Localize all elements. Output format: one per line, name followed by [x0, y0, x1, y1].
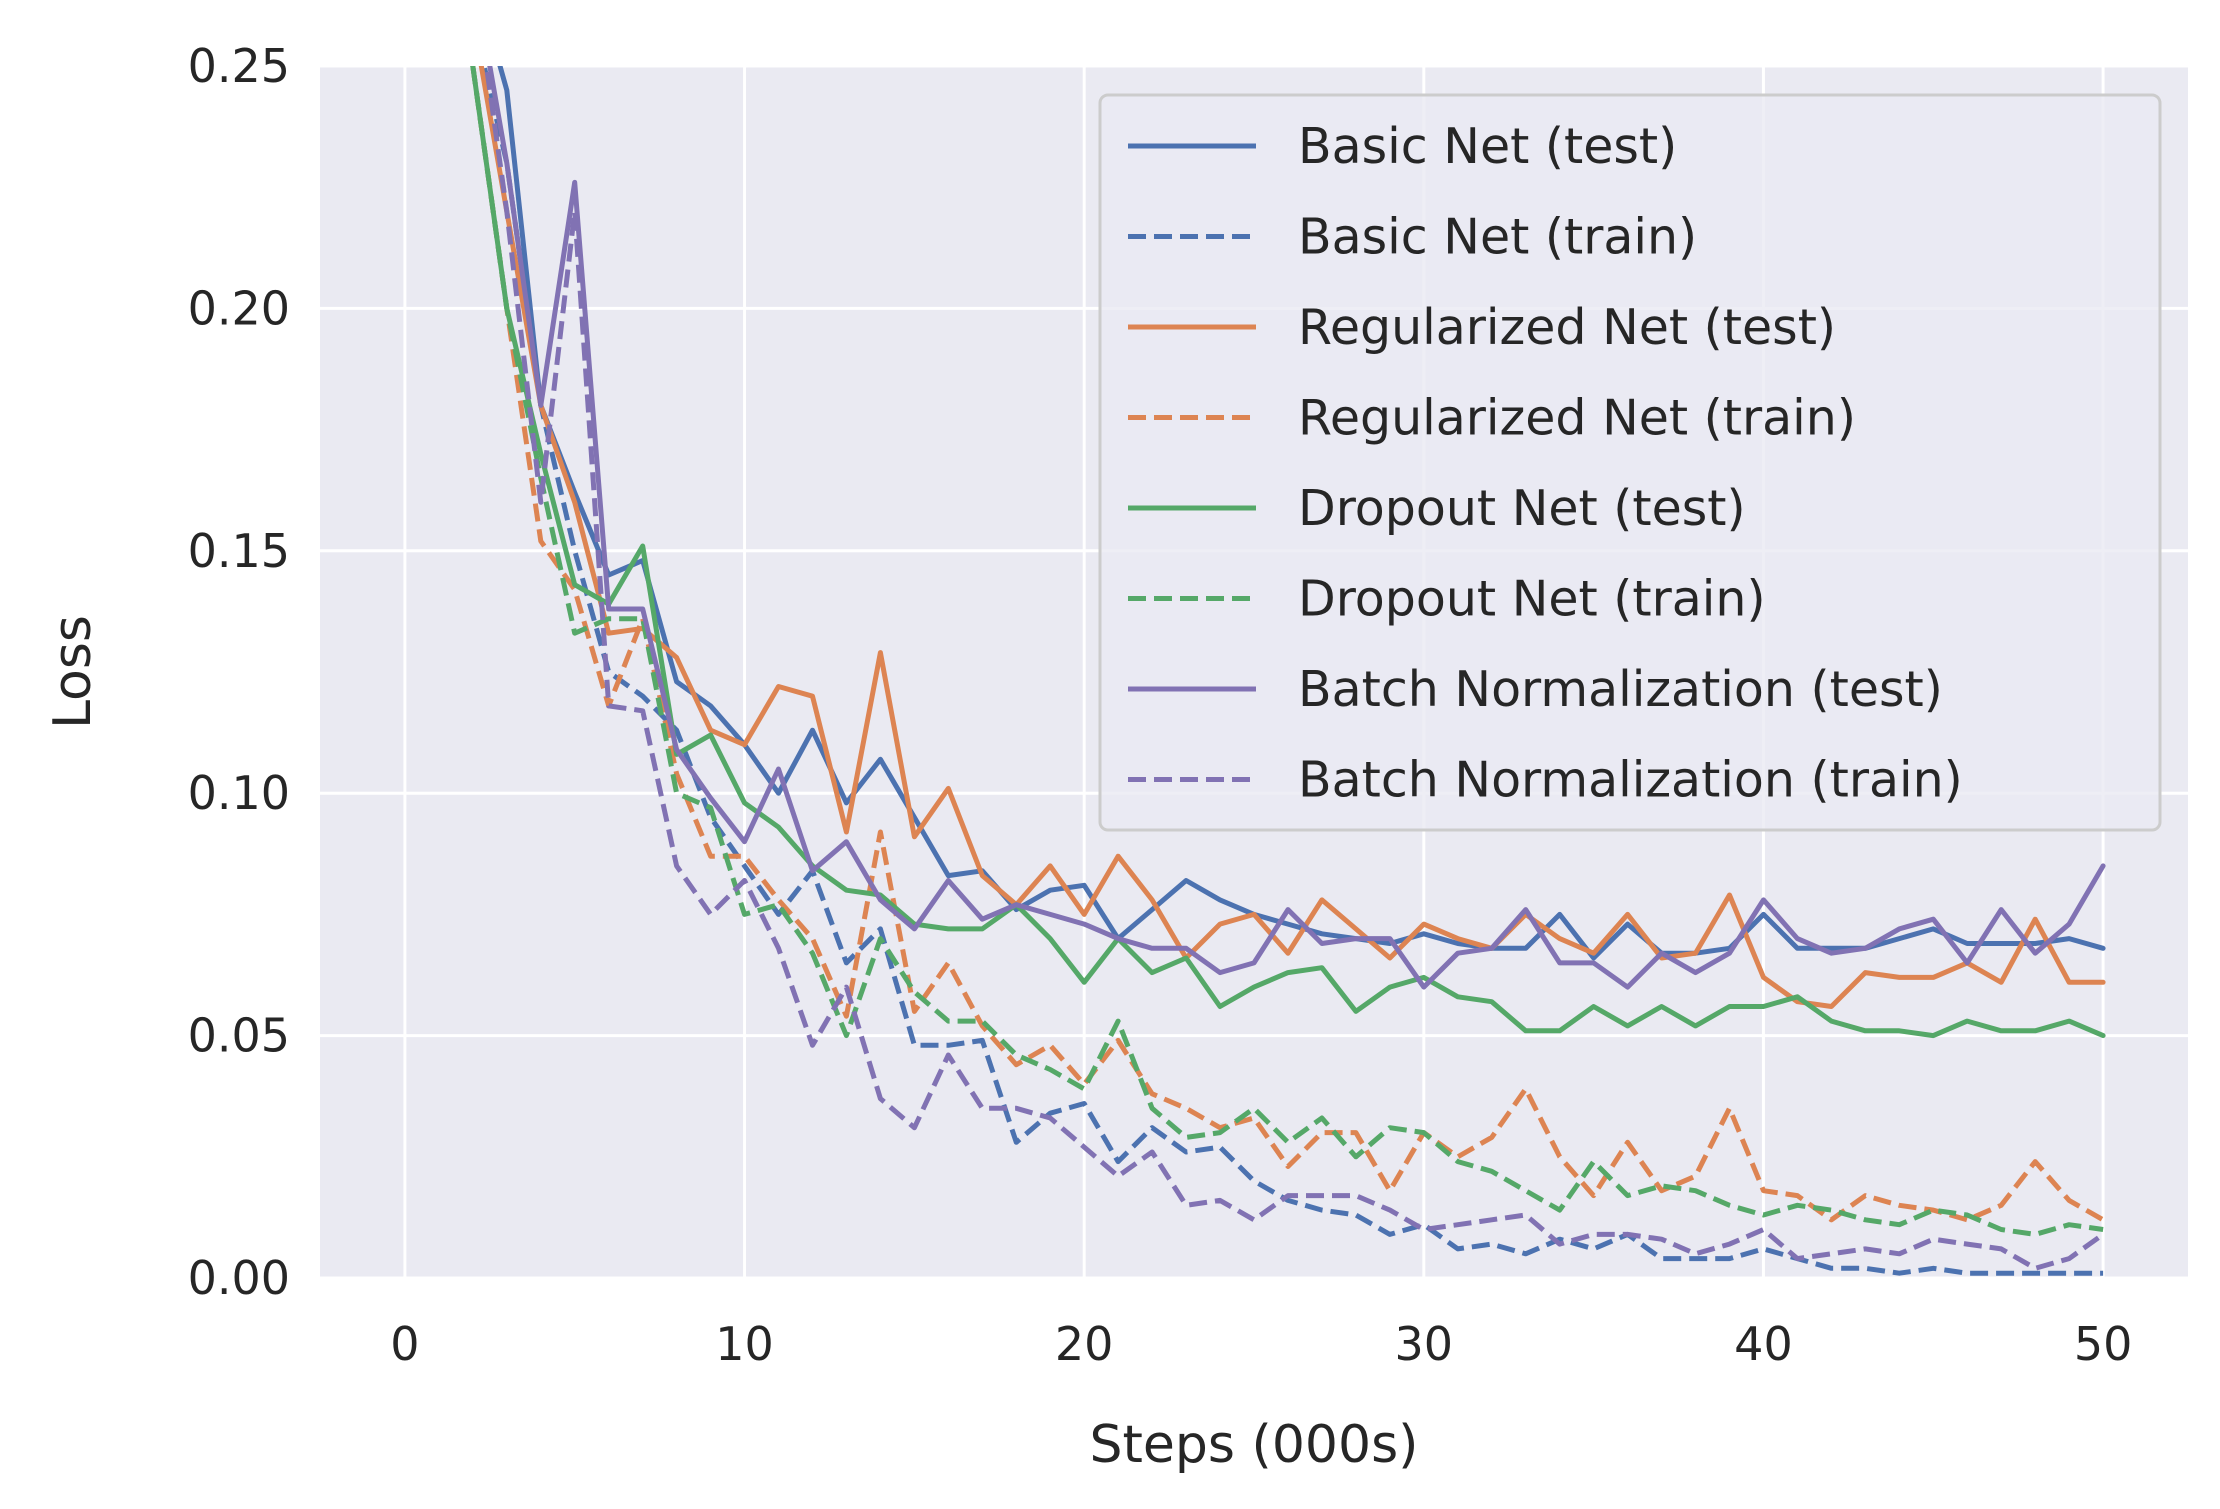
y-tick-label: 0.05 [188, 1009, 290, 1063]
series-line-2 [478, 66, 2106, 1009]
legend-entry-label: Basic Net (train) [1298, 209, 1697, 266]
legend-entry-label: Dropout Net (train) [1298, 571, 1766, 628]
series-line-3 [470, 66, 2105, 1223]
series-lines [470, 66, 2106, 1276]
legend: Basic Net (test) Basic Net (train) Regular… [1098, 93, 2162, 832]
y-tick-label: 0.25 [188, 39, 290, 93]
x-tick-label: 20 [1055, 1317, 1114, 1371]
x-tick-label: 40 [1734, 1317, 1793, 1371]
series-line-5 [470, 66, 2104, 1237]
y-tick-label: 0.10 [188, 766, 290, 820]
x-tick-label: 50 [2074, 1317, 2133, 1371]
series-line-1 [481, 66, 2104, 1276]
legend-entry-label: Regularized Net (test) [1298, 299, 1836, 356]
legend-entry-label: Dropout Net (test) [1298, 480, 1746, 537]
legend-box [1098, 93, 2162, 832]
x-tick-label: 30 [1395, 1317, 1454, 1371]
tick-labels: 0 10 20 30 40 50 0.00 0.05 0.10 0.15 0.20 0.25 [188, 39, 2133, 1371]
series-line-6 [487, 66, 2106, 990]
series-line-4 [470, 66, 2106, 1039]
y-tick-label: 0.00 [188, 1251, 290, 1305]
y-tick-label: 0.15 [188, 524, 290, 578]
legend-entry-label: Regularized Net (train) [1298, 390, 1856, 447]
x-tick-label: 0 [390, 1317, 419, 1371]
x-axis-label: Steps (000s) [1090, 1415, 1419, 1475]
series-line-7 [483, 66, 2105, 1271]
y-axis-label: Loss [43, 615, 103, 729]
y-tick-label: 0.20 [188, 281, 290, 335]
legend-entry-label: Batch Normalization (test) [1298, 661, 1943, 718]
legend-entry-label: Basic Net (test) [1298, 118, 1677, 175]
x-tick-label: 10 [715, 1317, 774, 1371]
legend-entry-label: Batch Normalization (train) [1298, 752, 1963, 809]
